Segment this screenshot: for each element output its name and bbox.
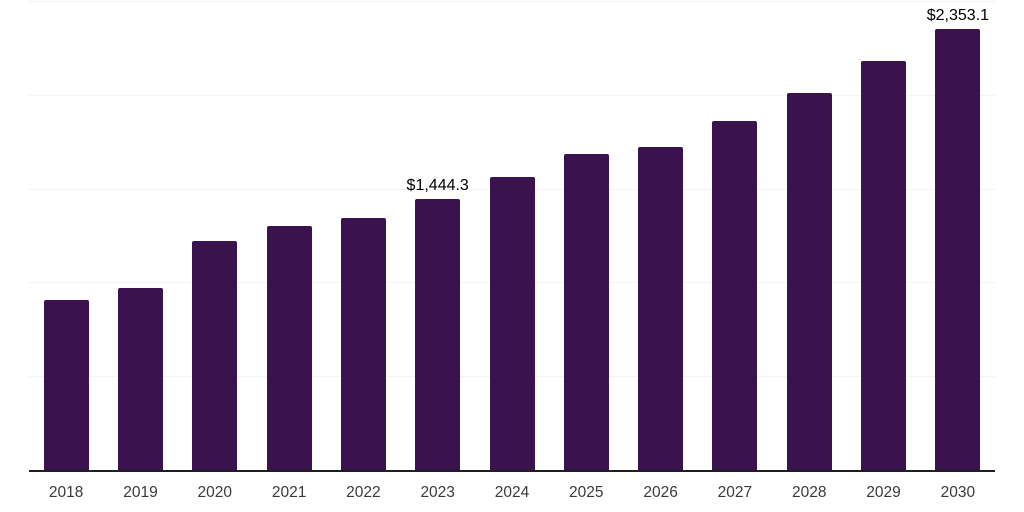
bar-2030	[935, 28, 981, 470]
x-tick-label-2028: 2028	[791, 484, 827, 501]
bar-2029	[861, 61, 907, 470]
bar-2027	[712, 121, 758, 470]
x-tick-label-2021: 2021	[271, 484, 307, 501]
bar-2025	[563, 153, 609, 470]
gridline	[29, 94, 995, 96]
bar-2026	[638, 147, 684, 470]
bar-2019	[117, 288, 163, 470]
x-tick-label-2027: 2027	[717, 484, 753, 501]
bar-2020	[192, 241, 238, 470]
bar-value-label-2023: $1,444.3	[406, 177, 469, 195]
bar-value-label-2030: $2,353.1	[926, 6, 989, 24]
x-tick-label-2024: 2024	[494, 484, 530, 501]
bar-2022	[340, 217, 386, 470]
x-tick-label-2026: 2026	[643, 484, 678, 501]
x-tick-label-2019: 2019	[123, 484, 158, 501]
x-tick-label-2029: 2029	[866, 484, 901, 501]
x-axis-line	[29, 470, 995, 472]
bar-2018	[43, 300, 89, 470]
x-tick-label-2020: 2020	[197, 484, 232, 501]
x-tick-label-2030: 2030	[940, 484, 976, 501]
x-tick-label-2023: 2023	[420, 484, 455, 501]
gridline	[29, 1, 995, 2]
bar-2024	[489, 177, 535, 470]
x-tick-label-2022: 2022	[346, 484, 381, 501]
x-tick-label-2025: 2025	[569, 484, 604, 501]
x-tick-label-2018: 2018	[48, 484, 84, 501]
bar-2023	[415, 199, 461, 470]
bar-2028	[786, 92, 832, 470]
bar-2021	[266, 226, 312, 470]
